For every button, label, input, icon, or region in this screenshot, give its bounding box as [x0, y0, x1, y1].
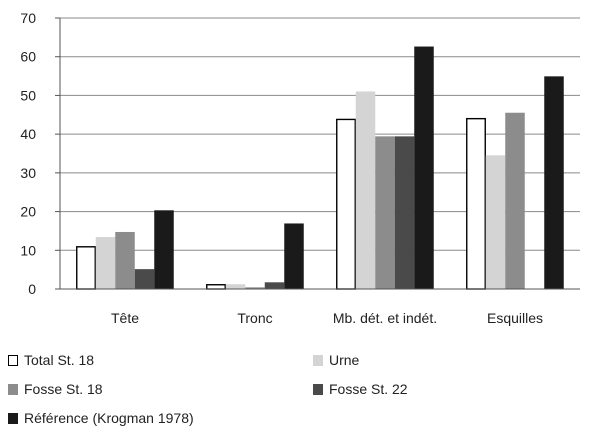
y-tick-label: 20	[20, 204, 36, 220]
legend-label: Référence (Krogman 1978)	[24, 410, 194, 426]
bar	[154, 210, 174, 290]
bar	[355, 91, 376, 290]
x-axis-categories: Tête Tronc Mb. dét. et indét. Esquilles	[111, 310, 543, 326]
legend-item: Fosse St. 18	[8, 381, 103, 397]
legend-swatch	[313, 354, 323, 366]
legend-item: Urne	[313, 352, 359, 368]
x-category-label: Tronc	[237, 310, 272, 326]
legend-label: Fosse St. 18	[24, 381, 103, 397]
legend-item: Référence (Krogman 1978)	[8, 410, 194, 426]
y-tick-label: 0	[28, 281, 36, 297]
legend-label: Urne	[329, 352, 360, 368]
legend-swatch	[8, 354, 18, 366]
y-tick-label: 40	[20, 126, 36, 142]
bar	[505, 112, 525, 290]
bar-chart: 0 10 20 30 40 50 60 70 Tête Tronc Mb. dét. et ind…	[20, 10, 580, 326]
bar	[485, 155, 506, 290]
legend-label: Fosse St. 22	[329, 381, 408, 397]
bar	[76, 246, 96, 290]
y-axis-ticks: 0 10 20 30 40 50 60 70	[20, 10, 60, 297]
bar	[394, 136, 415, 290]
legend-swatch	[313, 383, 323, 395]
y-tick-label: 50	[20, 87, 36, 103]
legend-item: Fosse St. 22	[313, 381, 408, 397]
bar	[375, 136, 395, 290]
legend-item: Total St. 18	[8, 352, 94, 368]
legend-label: Total St. 18	[24, 352, 95, 368]
bar	[284, 223, 304, 290]
bar	[264, 282, 285, 290]
bar	[134, 269, 155, 290]
bar	[336, 118, 356, 290]
y-tick-label: 70	[20, 10, 36, 26]
legend-swatch	[8, 412, 18, 424]
x-category-label: Tête	[111, 310, 139, 326]
y-tick-label: 10	[20, 242, 36, 258]
bar	[466, 117, 486, 290]
bars	[76, 46, 564, 290]
x-category-label: Mb. dét. et indét.	[333, 310, 437, 326]
bar	[115, 231, 135, 290]
bar	[414, 46, 434, 290]
y-tick-label: 30	[20, 165, 36, 181]
gridlines	[60, 17, 580, 251]
bar	[95, 237, 116, 290]
x-category-label: Esquilles	[487, 310, 543, 326]
bar	[225, 284, 246, 290]
bar	[544, 76, 564, 290]
bar	[206, 284, 226, 290]
y-tick-label: 60	[20, 49, 36, 65]
legend-swatch	[8, 383, 18, 395]
